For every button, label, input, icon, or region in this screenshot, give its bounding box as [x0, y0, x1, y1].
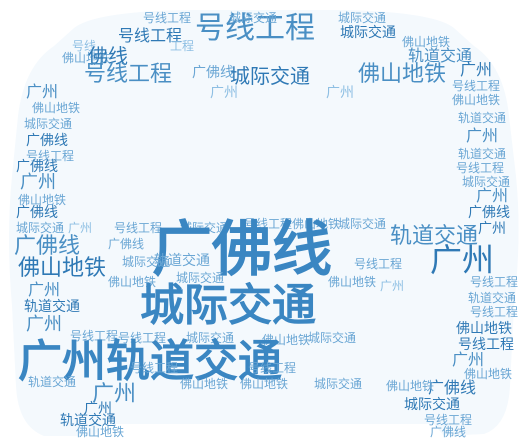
cloud-word: 广州 [28, 280, 61, 299]
cloud-word: 广佛线 [468, 205, 510, 221]
cloud-word: 广州 [84, 401, 112, 417]
cloud-word: 号线工程 [70, 329, 119, 343]
cloud-word: 广州 [92, 382, 137, 407]
cloud-word: 广佛线 [26, 133, 68, 149]
cloud-word: 广州 [26, 82, 59, 101]
cloud-word: 轨道交通 [154, 253, 210, 269]
cloud-word: 佛山地铁 [464, 367, 513, 381]
cloud-word: 城际交通 [229, 11, 278, 25]
cloud-word: 广州 [326, 85, 354, 101]
cloud-word: 广佛线 [16, 205, 58, 221]
cloud-word: 广州 [460, 60, 493, 79]
cloud-word: 广州 [380, 279, 405, 293]
cloud-word: 轨道交通 [24, 299, 80, 315]
cloud-word: 城际交通 [308, 331, 357, 345]
cloud-word: 佛山地铁 [76, 425, 125, 439]
cloud-word: 广州轨道交通 [18, 336, 282, 387]
cloud-word: 佛山地铁 [262, 333, 311, 347]
cloud-word: 广佛线 [428, 378, 477, 397]
cloud-word: 城际交通 [176, 271, 225, 285]
cloud-word: 佛山地铁 [18, 193, 67, 207]
cloud-word: 广佛线 [192, 65, 234, 81]
cloud-word: 城际交通 [230, 64, 310, 88]
cloud-word: 城际交通 [338, 217, 387, 231]
cloud-word: 佛山地铁 [386, 379, 435, 393]
cloud-word: 号线工程 [248, 361, 297, 375]
cloud-word: 佛山地铁 [180, 377, 229, 391]
cloud-word: 轨道交通 [28, 375, 77, 389]
cloud-word: 佛山地铁 [452, 93, 501, 107]
cloud-word: 号线工程 [130, 361, 179, 375]
cloud-word: 轨道交通 [458, 147, 507, 161]
cloud-word: 号线工程 [470, 305, 519, 319]
cloud-word: 号线工程 [143, 11, 192, 25]
cloud-word: 城际交通 [16, 221, 65, 235]
cloud-word: 佛山地铁 [240, 377, 289, 391]
cloud-word: 广州 [20, 172, 56, 193]
cloud-word: 佛山地铁 [328, 275, 377, 289]
cloud-word: 城际交通 [314, 377, 363, 391]
cloud-word: 广州 [210, 85, 238, 101]
cloud-word: 城际交通 [404, 397, 460, 413]
cloud-word: 号线工程 [470, 275, 519, 289]
cloud-word: 广州 [26, 314, 62, 335]
cloud-word: 佛山地铁 [456, 321, 512, 337]
cloud-word: 城际交通 [186, 331, 235, 345]
cloud-word: 号线工程 [118, 26, 183, 45]
cloud-word: 广州 [478, 221, 506, 237]
cloud-word: 广佛线 [16, 159, 58, 175]
cloud-word: 广佛线 [152, 215, 332, 285]
cloud-word: 城际交通 [340, 25, 396, 41]
cloud-word: 号线工程 [456, 161, 505, 175]
cloud-word: 佛线 [88, 44, 128, 68]
cloud-word: 城际交通 [180, 221, 229, 235]
cloud-word: 广州 [430, 241, 495, 279]
cloud-word: 广佛线 [14, 234, 81, 259]
cloud-word: 城际交通 [122, 255, 171, 269]
cloud-word: 号线工程 [452, 79, 501, 93]
cloud-word: 号线工程 [458, 337, 514, 353]
cloud-word: 广州 [476, 186, 509, 205]
cloud-word: 号线工程 [114, 221, 163, 235]
cloud-word: 广州 [466, 126, 499, 145]
cloud-word: 城际交通 [24, 117, 73, 131]
cloud-word: 号线 [72, 39, 97, 53]
cloud-word: 城际交通 [140, 280, 316, 331]
cloud-word: 城际交通 [338, 11, 387, 25]
cloud-word: 工程 [170, 39, 195, 53]
cloud-word: 轨道交通 [390, 224, 479, 249]
cloud-word: 广州 [452, 350, 485, 369]
cloud-word: 广佛线 [430, 425, 467, 439]
cloud-word: 佛山地铁 [32, 101, 81, 115]
cloud-word: 广佛线 [108, 237, 145, 251]
cloud-word: 号线工程 [195, 11, 315, 46]
cloud-word: 佛山地铁 [18, 256, 107, 281]
cloud-word: 佛山地铁 [292, 217, 341, 231]
cloud-word: 轨道交通 [60, 413, 116, 429]
cloud-word: 号线工程 [244, 217, 293, 231]
cloud-word: 城际交通 [462, 175, 511, 189]
cloud-word: 佛山地铁 [108, 275, 157, 289]
cloud-word: 号线工程 [84, 62, 173, 87]
cloud-word: 轨道交通 [408, 46, 473, 65]
cloud-word: 号线工程 [118, 331, 167, 345]
cloud-word: 轨道交通 [468, 291, 517, 305]
cloud-word: 佛山地铁 [358, 62, 447, 87]
cloud-word: 号线工程 [26, 149, 75, 163]
cloud-word: 号线工程 [354, 257, 403, 271]
cloud-word: 佛山地铁 [62, 51, 111, 65]
cloud-word: 广州 [68, 221, 93, 235]
cloud-word: 号线工程 [424, 413, 473, 427]
cloud-word: 轨道交通 [458, 111, 507, 125]
cloud-word: 佛山地铁 [402, 35, 451, 49]
